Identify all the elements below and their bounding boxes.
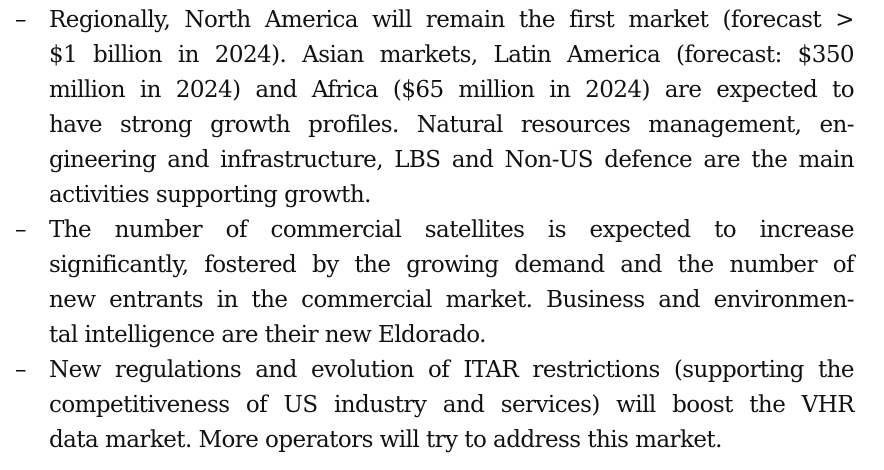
text-line: competitiveness of US industry and servi…: [49, 392, 855, 418]
text-line: Regionally, North America will remain th…: [49, 7, 855, 33]
text-line: tal intelligence are their new Eldorado.: [49, 322, 487, 348]
text-line: activities supporting growth.: [49, 182, 371, 208]
text-line: significantly, fostered by the growing d…: [49, 252, 855, 278]
bullet-item-regional-markets: – Regionally, North America will remain …: [0, 3, 884, 213]
text-line: million in 2024) and Africa ($65 million…: [49, 77, 855, 103]
text-line: data market. More operators will try to …: [49, 427, 722, 453]
dash-bullet-icon: –: [15, 357, 27, 383]
bullet-item-commercial-satellites: – The number of commercial satellites is…: [0, 213, 884, 353]
text-line: have strong growth profiles. Natural res…: [49, 112, 855, 138]
text-line: new entrants in the commercial market. B…: [49, 287, 855, 313]
text-line: gineering and infrastructure, LBS and No…: [49, 147, 855, 173]
bullet-item-new-regulations: – New regulations and evolution of ITAR …: [0, 353, 884, 458]
bullet-list: – Regionally, North America will remain …: [0, 3, 884, 458]
dash-bullet-icon: –: [15, 7, 27, 33]
dash-bullet-icon: –: [15, 217, 27, 243]
text-line: New regulations and evolution of ITAR re…: [49, 357, 855, 383]
text-line: $1 billion in 2024). Asian markets, Lati…: [49, 42, 855, 68]
text-line: The number of commercial satellites is e…: [49, 217, 855, 243]
